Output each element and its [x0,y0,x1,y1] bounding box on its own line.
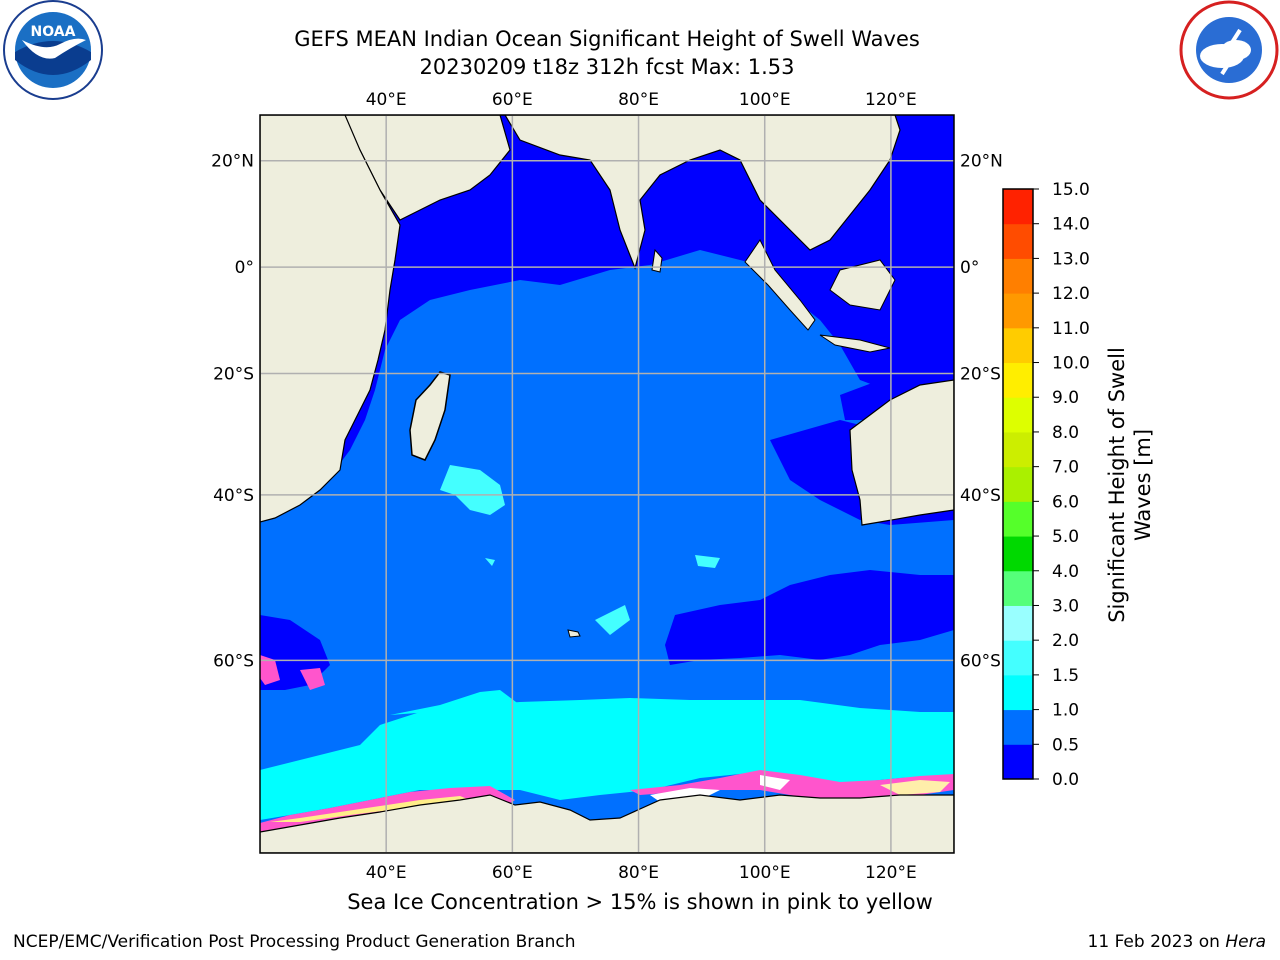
colorbar-swatch [1003,223,1033,259]
lat-label-left: 40°S [213,486,254,506]
nws-logo-icon [1179,0,1279,100]
lat-label-right: 20°N [960,152,1003,172]
colorbar-level: 10.0 [1052,354,1090,374]
colorbar-level: 4.0 [1052,562,1079,582]
colorbar-level: 1.5 [1052,666,1079,686]
axis-tick-labels: 40°E 40°E 60°E 60°E 80°E 80°E 100°E 100°E 120°E 1… [211,90,1003,883]
colorbar-swatch [1003,466,1033,502]
lat-label-right: 60°S [960,651,1001,671]
footer-credit: NCEP/EMC/Verification Post Processing Pr… [13,932,576,952]
colorbar-level: 6.0 [1052,492,1079,512]
colorbar-swatch [1003,397,1033,433]
lat-label-right: 0° [960,258,979,278]
colorbar-swatch [1003,640,1033,676]
footer-machine: Hera [1225,932,1266,952]
colorbar-frame [1002,188,1034,780]
sea-ice-note: Sea Ice Concentration > 15% is shown in … [347,890,933,914]
lon-label-top: 100°E [739,90,791,110]
colorbar-swatch [1003,189,1033,225]
colorbar-label: Significant Height of SwellWaves [m] [1105,347,1155,623]
colorbar-swatch [1003,293,1033,329]
lon-label-top: 80°E [618,90,659,110]
colorbar-level: 3.0 [1052,596,1079,616]
colorbar-level: 12.0 [1052,284,1090,304]
map-title: GEFS MEAN Indian Ocean Significant Heigh… [294,27,920,51]
colorbar-level: 9.0 [1052,388,1079,408]
colorbar-swatch [1003,501,1033,537]
colorbar-swatch [1003,327,1033,364]
colorbar-level: 0.0 [1052,770,1079,790]
lat-label-right: 20°S [960,365,1001,385]
lon-label-top: 60°E [492,90,533,110]
noaa-logo-icon: NOAA [3,0,103,100]
lat-label-left: 20°N [211,152,254,172]
lat-label-left: 60°S [213,651,254,671]
colorbar-level: 5.0 [1052,527,1079,547]
colorbar-level: 2.0 [1052,631,1079,651]
colorbar-level: 7.0 [1052,458,1079,478]
colorbar-level: 15.0 [1052,180,1090,200]
map-plot [260,115,954,853]
colorbar-level: 8.0 [1052,423,1079,443]
colorbar: 0.0 0.5 1.0 1.5 2.0 3.0 4.0 5.0 6.0 7.0 8.0 9.0 10.0… [1002,180,1090,790]
colorbar-level: 13.0 [1052,249,1090,269]
map-frame [259,114,955,854]
lat-label-left: 20°S [213,365,254,385]
lon-label-bottom: 80°E [618,863,659,883]
lon-label-top: 120°E [865,90,917,110]
colorbar-level: 11.0 [1052,319,1090,339]
map-subtitle: 20230209 t18z 312h fcst Max: 1.53 [419,55,795,79]
colorbar-swatch [1003,744,1033,780]
lon-label-bottom: 40°E [366,863,407,883]
lon-label-bottom: 60°E [492,863,533,883]
lat-label-right: 40°S [960,486,1001,506]
colorbar-swatch [1003,362,1033,398]
lon-label-bottom: 120°E [865,863,917,883]
colorbar-swatch [1003,258,1033,294]
lon-label-top: 40°E [366,90,407,110]
lon-label-bottom: 100°E [739,863,791,883]
colorbar-swatch [1003,605,1033,641]
colorbar-swatch [1003,431,1033,468]
map-gridlines [260,115,954,853]
colorbar-swatch [1003,536,1033,572]
footer-date: 11 Feb 2023 on Hera [1088,932,1266,952]
colorbar-swatch [1003,570,1033,606]
footer-date-text: 11 Feb 2023 on [1087,932,1226,952]
colorbar-level: 1.0 [1052,701,1079,721]
lat-label-left: 0° [235,258,254,278]
noaa-logo-label: NOAA [31,24,76,40]
colorbar-level: 14.0 [1052,215,1090,235]
colorbar-level: 0.5 [1052,735,1079,755]
colorbar-swatch [1003,709,1033,745]
colorbar-swatch [1003,674,1033,711]
